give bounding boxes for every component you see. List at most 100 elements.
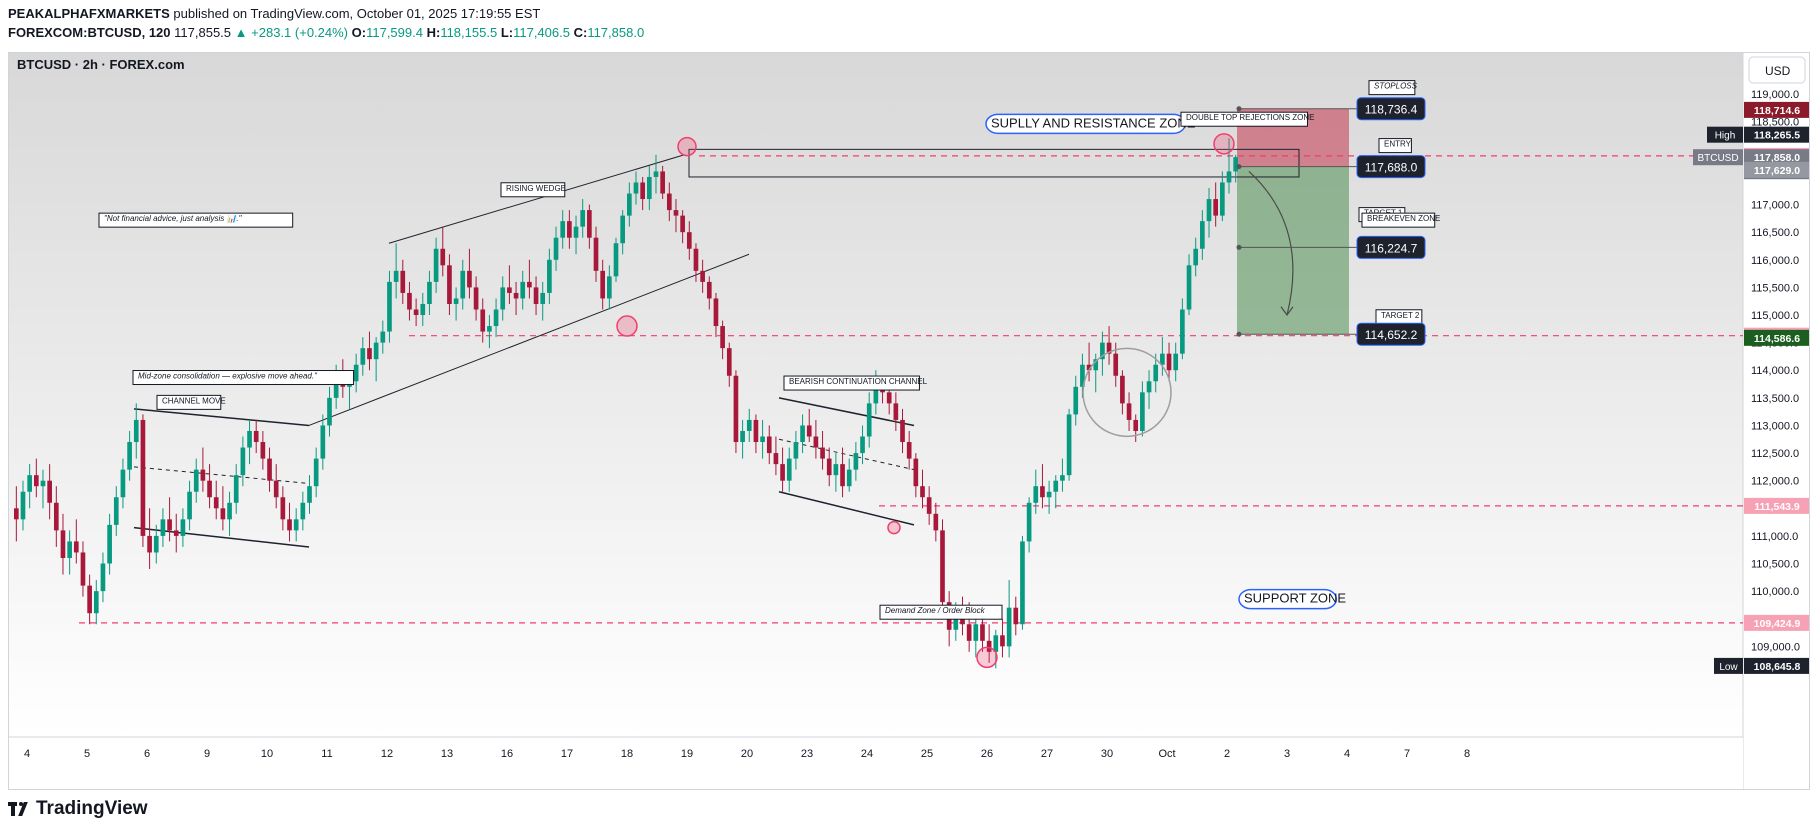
- candle-body: [227, 502, 232, 520]
- x-axis-tick-label: 6: [144, 748, 150, 760]
- candle-body: [440, 248, 446, 266]
- y-axis-tick-label: 116,000.0: [1751, 255, 1799, 267]
- footer-brand[interactable]: TradingView: [8, 798, 148, 820]
- price-tag: Low: [1719, 662, 1738, 673]
- candle-body: [533, 287, 539, 304]
- currency-label[interactable]: USD: [1765, 64, 1791, 78]
- target1-sub-label: BREAKEVEN ZONE: [1367, 214, 1440, 223]
- target1-price-badge: 116,224.7: [1365, 241, 1418, 255]
- target2-label-group: TARGET 2: [1375, 309, 1423, 325]
- demand-low-circle: [976, 646, 998, 669]
- target1-price-badge-anchor: [1236, 244, 1242, 250]
- candle-body: [733, 375, 739, 443]
- candle-body: [500, 287, 506, 310]
- candle-body: [786, 458, 792, 481]
- candle-body: [980, 624, 985, 641]
- support-zone-label-group: SUPPORT ZONE: [1238, 588, 1346, 610]
- candle-body: [886, 392, 892, 404]
- disclaimer-label-box: [98, 212, 294, 228]
- candle-body: [1213, 199, 1219, 216]
- price-label: 117,858.0: [1754, 152, 1800, 164]
- candle-body: [673, 210, 679, 216]
- candle-body: [160, 519, 166, 536]
- candle-body: [133, 419, 139, 443]
- candle-body: [240, 447, 246, 476]
- candle-body: [1080, 364, 1085, 387]
- symbol-label[interactable]: FOREXCOM:BTCUSD, 120: [8, 25, 171, 40]
- candle-body: [600, 270, 606, 299]
- candle-body: [973, 624, 979, 641]
- candle-body: [613, 243, 619, 277]
- candle-body: [540, 292, 546, 304]
- candle-body: [1180, 309, 1185, 354]
- candle-body: [73, 541, 79, 553]
- candle-body: [427, 281, 432, 304]
- candle-body: [993, 635, 999, 652]
- candle-body: [860, 436, 865, 454]
- target2-label: TARGET 2: [1381, 311, 1420, 320]
- candle-body: [353, 364, 359, 382]
- candle-body: [593, 237, 599, 271]
- open-label: O:: [351, 25, 367, 40]
- candle-body: [307, 486, 312, 503]
- target1-sub-label-box: [1361, 212, 1436, 228]
- chart-frame[interactable]: SUPLLY AND RESISTANCE ZONE SUPPORT ZONE DO…: [8, 52, 1810, 790]
- target1-price-badge-box: [1356, 235, 1426, 259]
- candle-body: [107, 524, 112, 564]
- time-axis-background: [9, 738, 1743, 789]
- candle-body: [147, 535, 152, 553]
- candle-body: [167, 519, 172, 531]
- candle-body: [27, 475, 32, 492]
- channel-low-circle: [887, 520, 901, 535]
- candle-body: [327, 397, 332, 426]
- y-axis-tick-label: 115,000.0: [1751, 310, 1799, 322]
- candle-body: [933, 513, 939, 531]
- author-name[interactable]: PEAKALPHAFXMARKETS: [8, 6, 170, 21]
- published-text: published on TradingView.com, October 01…: [173, 6, 541, 21]
- x-axis-tick-label: 23: [801, 748, 813, 760]
- y-axis-tick-label: 109,000.0: [1751, 641, 1800, 653]
- publish-line: PEAKALPHAFXMARKETS published on TradingV…: [8, 4, 644, 23]
- y-axis-tick-label: 111,000.0: [1751, 531, 1798, 543]
- entry-label-group: ENTRY: [1378, 138, 1412, 154]
- currency-button[interactable]: [1748, 56, 1806, 84]
- price-label: 118,265.5: [1754, 130, 1800, 142]
- price-tag: BTCUSD: [1697, 153, 1738, 164]
- candle-body: [200, 469, 206, 481]
- candle-body: [80, 552, 86, 586]
- candle-body: [220, 508, 226, 520]
- candle-body: [873, 381, 879, 404]
- candle-body: [846, 469, 852, 487]
- y-axis-tick-label: 112,000.0: [1751, 476, 1799, 488]
- candle-body: [207, 480, 212, 498]
- candle-body: [926, 497, 932, 514]
- price-label: 108,645.8: [1754, 661, 1801, 673]
- target2-price-badge-anchor: [1236, 331, 1242, 337]
- candle-body: [1226, 171, 1232, 183]
- candle-body: [1106, 342, 1112, 354]
- candle-body: [400, 270, 406, 293]
- demand-zone-label-group: Demand Zone / Order Block: [879, 604, 1003, 620]
- stoploss-label-group: STOPLOSS: [1368, 80, 1418, 96]
- price-label-box: [1744, 101, 1809, 118]
- chart-header: PEAKALPHAFXMARKETS published on TradingV…: [8, 4, 644, 42]
- rising-wedge-label-group: RISING WEDGE: [500, 182, 566, 198]
- candle-body: [686, 232, 692, 249]
- candle-body: [213, 497, 219, 509]
- candle-body: [1120, 375, 1125, 404]
- y-axis-tick-label: 119,000.0: [1751, 89, 1799, 101]
- disclaimer-label: "Not financial advice, just analysis 📊.": [104, 213, 243, 223]
- candle-body: [153, 535, 159, 553]
- candle-body: [607, 276, 612, 299]
- supply-zone-label-group: SUPLLY AND RESISTANCE ZONE: [985, 113, 1196, 135]
- chart-canvas[interactable]: SUPLLY AND RESISTANCE ZONE SUPPORT ZONE DO…: [9, 53, 1810, 790]
- demand-zone-label-box: [879, 604, 1003, 620]
- candle-body: [866, 403, 872, 437]
- x-axis-tick-label: Oct: [1158, 748, 1175, 760]
- stoploss-price-badge-anchor: [1236, 106, 1242, 112]
- double-top-label: DOUBLE TOP REJECTIONS ZONE: [1186, 113, 1314, 122]
- candle-body: [233, 475, 239, 503]
- candle-body: [1140, 392, 1145, 431]
- candle-body: [20, 491, 26, 520]
- x-axis-tick-label: 11: [321, 748, 332, 760]
